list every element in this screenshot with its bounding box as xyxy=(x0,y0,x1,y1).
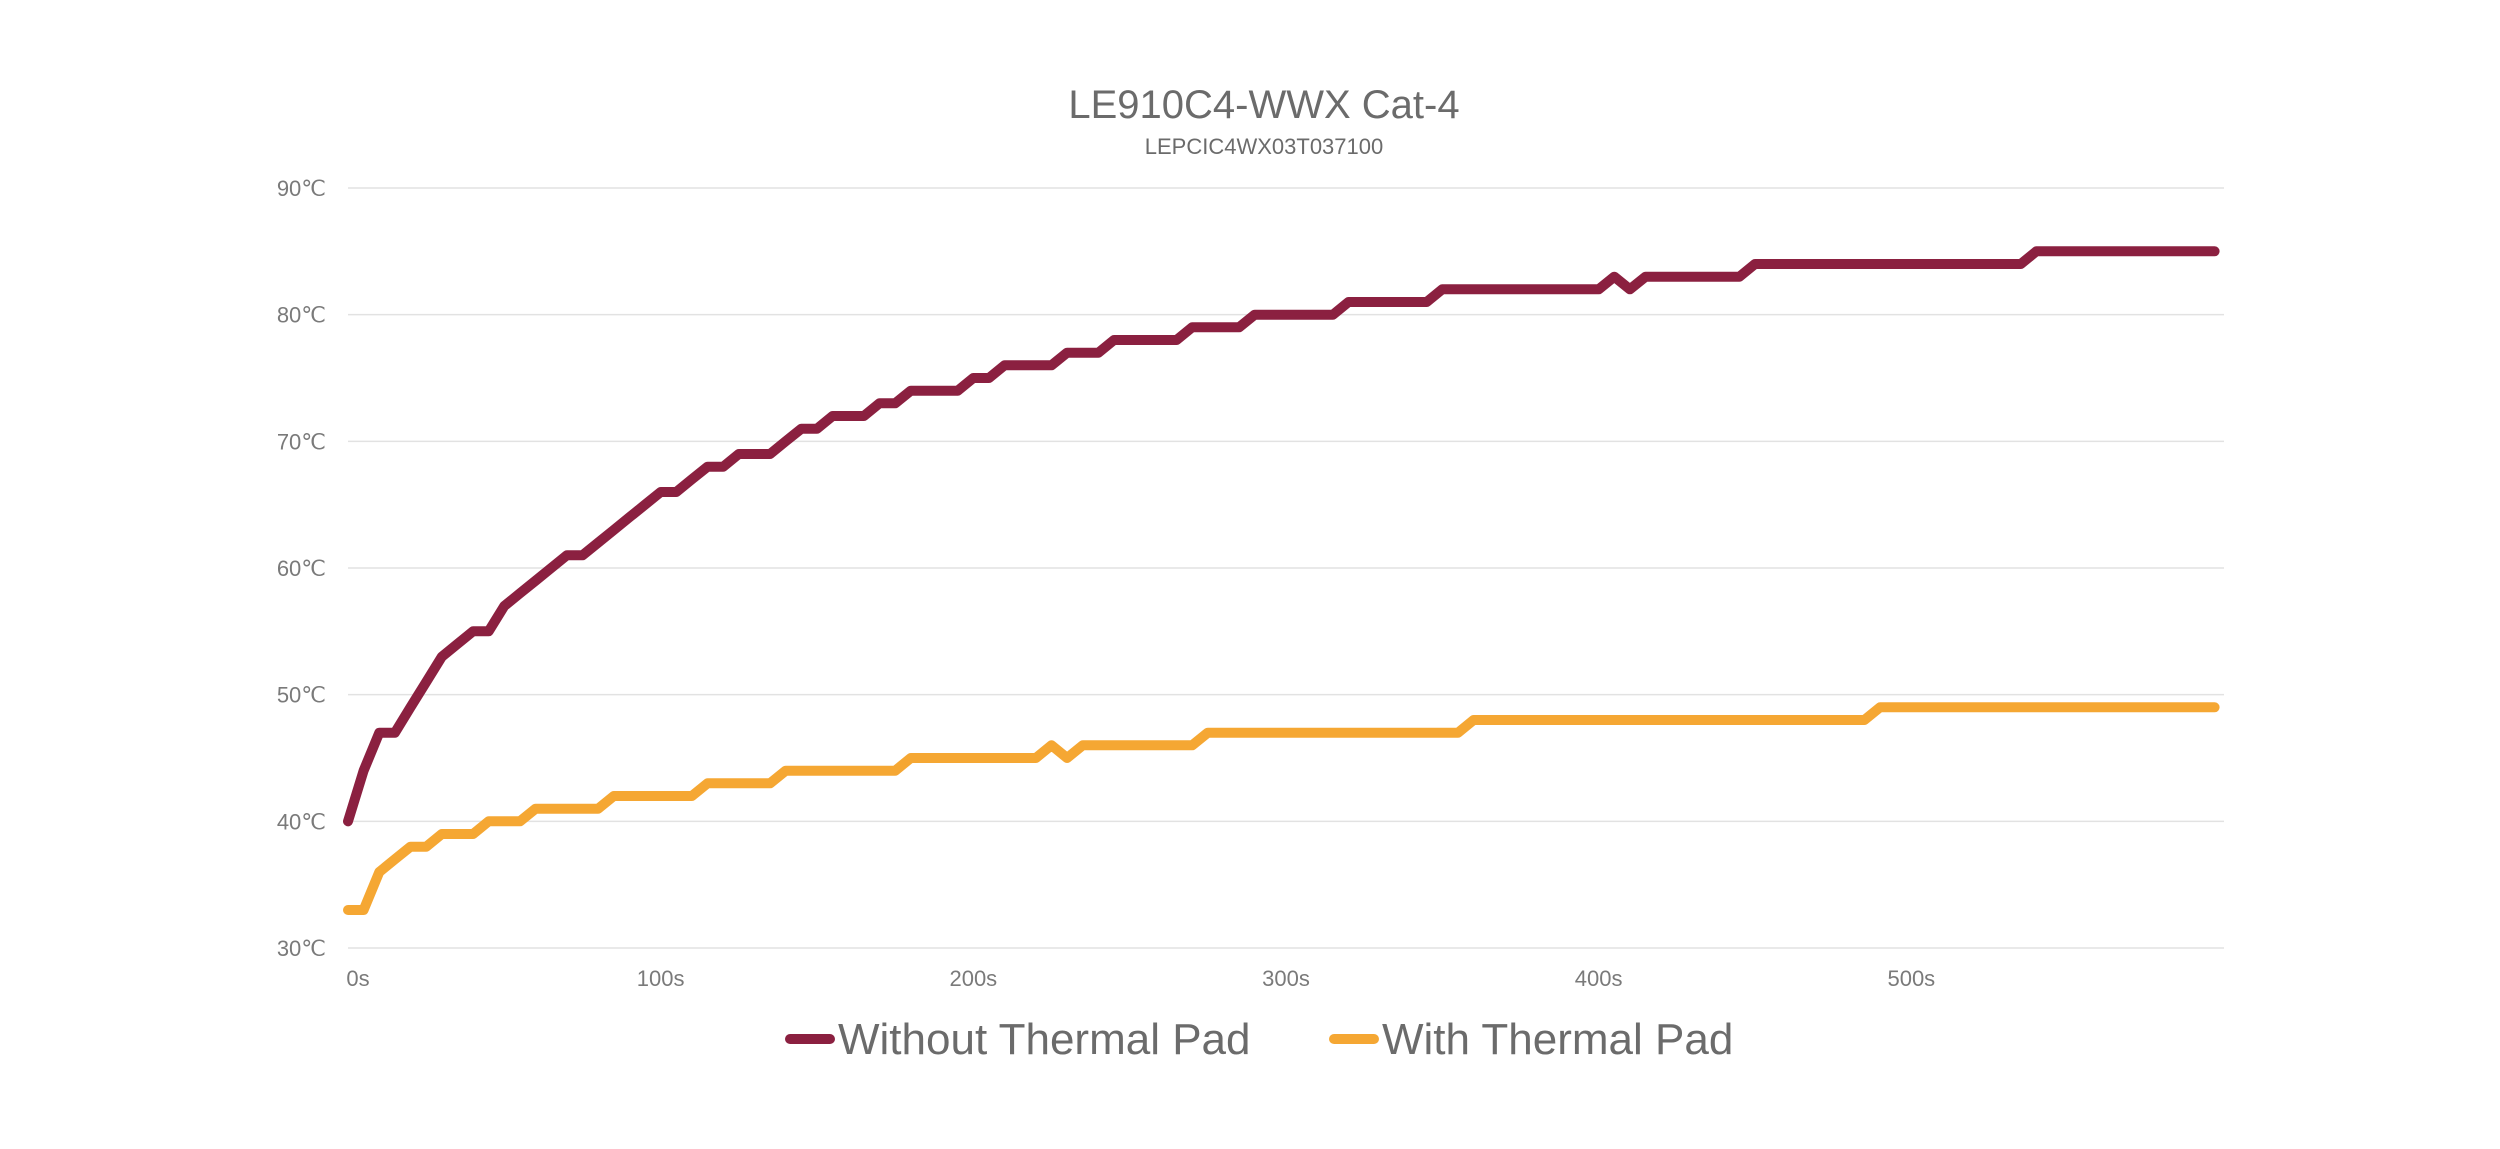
y-tick-label: 70℃ xyxy=(277,429,326,454)
x-axis-ticks: 0s 100s 200s 300s 400s 500s xyxy=(346,966,1935,991)
x-tick-label: 300s xyxy=(1262,966,1310,991)
y-tick-label: 30℃ xyxy=(277,936,326,961)
chart-subtitle: LEPCIC4WX03T037100 xyxy=(1145,134,1383,159)
x-tick-label: 200s xyxy=(949,966,997,991)
y-axis-ticks: 30℃ 40℃ 50℃ 60℃ 70℃ 80℃ 90℃ xyxy=(277,176,326,961)
x-tick-label: 500s xyxy=(1887,966,1935,991)
y-tick-label: 40℃ xyxy=(277,809,326,834)
series-lines xyxy=(343,246,2220,915)
legend-label-1: With Thermal Pad xyxy=(1382,1015,1733,1064)
y-tick-label: 60℃ xyxy=(277,556,326,581)
series-line-0 xyxy=(343,246,2220,827)
y-tick-label: 80℃ xyxy=(277,303,326,328)
gridlines xyxy=(348,187,2224,949)
x-tick-label: 400s xyxy=(1575,966,1623,991)
legend-label-0: Without Thermal Pad xyxy=(838,1015,1250,1064)
x-tick-label: 100s xyxy=(637,966,685,991)
y-tick-label: 90℃ xyxy=(277,176,326,201)
x-tick-label: 0s xyxy=(346,966,369,991)
y-tick-label: 50℃ xyxy=(277,683,326,708)
chart-title: LE910C4-WWX Cat-4 xyxy=(1068,83,1459,127)
series-line-1 xyxy=(343,702,2220,915)
legend: Without Thermal Pad With Thermal Pad xyxy=(785,1015,1733,1064)
